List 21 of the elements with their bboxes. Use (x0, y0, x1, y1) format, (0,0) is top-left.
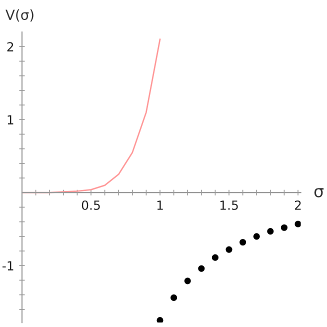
point (240, 238, 246, 246)
x-tick-label: 0.5 (82, 200, 100, 210)
line-series (22, 38, 161, 194)
point (170, 294, 178, 302)
y-axis-title: V(σ) (6, 9, 34, 22)
point (212, 254, 218, 261)
point (156, 317, 164, 323)
point (280, 224, 288, 231)
point (253, 233, 260, 240)
point (198, 265, 205, 272)
y-tick-label: 2 (7, 42, 14, 52)
point (184, 278, 191, 284)
x-tick-label: 2 (294, 200, 301, 210)
y-tick-label: -1 (2, 261, 14, 270)
x-tick-label: 1.5 (220, 200, 238, 210)
point (267, 228, 274, 235)
point (226, 246, 232, 253)
x-tick-label: 1 (157, 200, 163, 210)
y-tick-label: 1 (8, 115, 14, 124)
x-axis-title: σ (314, 188, 324, 198)
point (294, 220, 301, 228)
